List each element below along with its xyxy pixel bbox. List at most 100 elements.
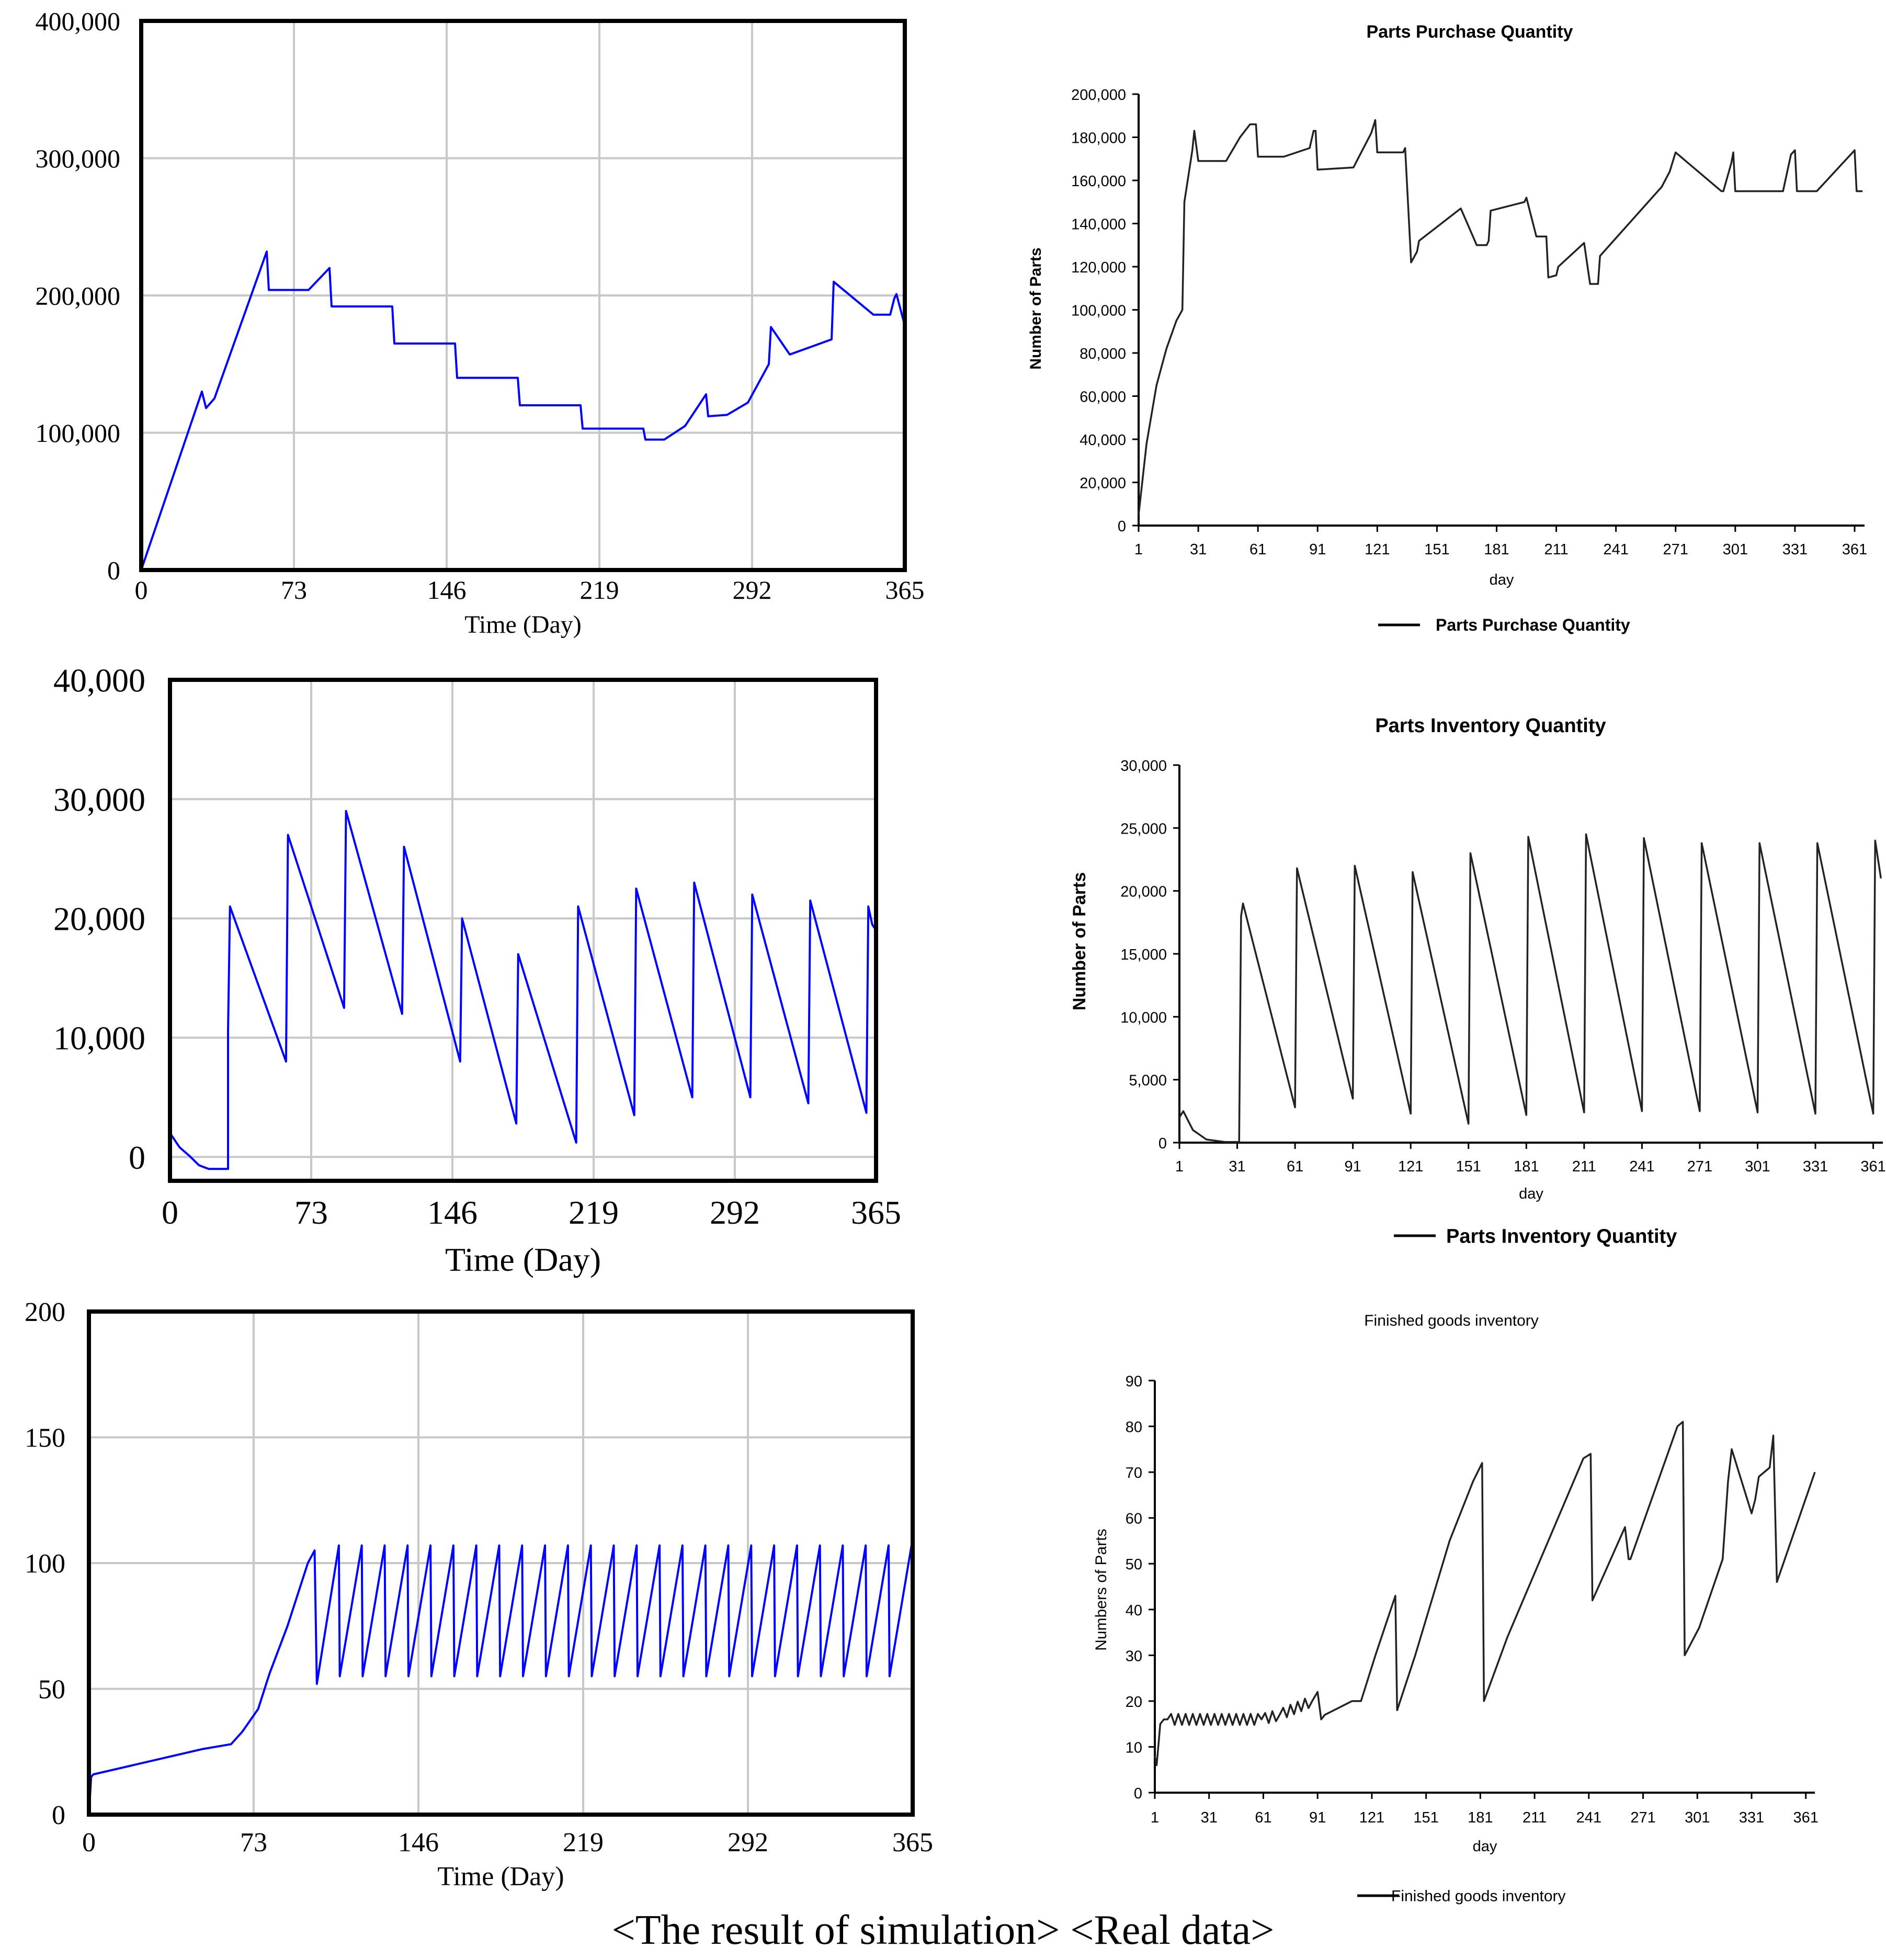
- chart-real-inventory: 0 5,000 10,000 15,000 20,000 25,000 30,000 1 31 6…: [1070, 715, 1886, 1247]
- x-tick-label: 331: [1782, 541, 1808, 558]
- plot-frame: [87, 1309, 915, 1817]
- x-tick-label: 146: [398, 1828, 439, 1858]
- x-tick-label: 241: [1629, 1158, 1654, 1175]
- x-axis-title: Time (Day): [464, 611, 582, 639]
- y-tick-label: 160,000: [1071, 173, 1126, 190]
- y-tick-label: 80: [1126, 1419, 1142, 1436]
- y-tick-label: 30: [1126, 1648, 1142, 1665]
- series-line: [169, 810, 877, 1170]
- y-tick-label: 300,000: [36, 144, 121, 173]
- series-line: [88, 1544, 914, 1815]
- x-tick-label: 365: [885, 575, 925, 605]
- x-tick-label: 0: [82, 1828, 96, 1858]
- legend-label: Parts Inventory Quantity: [1446, 1225, 1677, 1247]
- y-tick-label: 20: [1126, 1694, 1142, 1711]
- series-line: [1154, 1421, 1816, 1767]
- x-tick-label: 61: [1287, 1158, 1303, 1175]
- y-tick-label: 0: [1118, 518, 1126, 535]
- x-tick-label: 0: [162, 1194, 178, 1231]
- x-axis-title: Time (Day): [437, 1862, 564, 1891]
- y-tick-label: 100,000: [36, 418, 121, 448]
- y-tick-label: 0: [1134, 1785, 1142, 1802]
- x-tick-label: 1: [1134, 541, 1143, 558]
- x-axis-title: day: [1519, 1186, 1543, 1202]
- x-tick-label: 219: [563, 1828, 604, 1858]
- x-tick-label: 91: [1345, 1158, 1361, 1175]
- x-tick-label: 1: [1151, 1809, 1159, 1826]
- chart-title: Parts Inventory Quantity: [1375, 715, 1606, 737]
- y-tick-label: 10,000: [53, 1020, 145, 1057]
- y-tick-label: 60: [1126, 1511, 1142, 1528]
- y-tick-label: 30,000: [53, 781, 145, 818]
- x-tick-label: 151: [1413, 1809, 1438, 1826]
- y-tick-label: 25,000: [1120, 821, 1167, 837]
- chart-sim-purchase: 0 100,000 200,000 300,000 400,000 0 73 146 219 29…: [36, 7, 925, 639]
- y-tick-label: 80,000: [1080, 346, 1126, 362]
- y-tick-label: 70: [1126, 1465, 1142, 1482]
- chart-real-finished: 0 10 20 30 40 50 60 70 80 90 1 31 61 91 121 151 181 211 24…: [1093, 1312, 1819, 1905]
- y-tick-label: 15,000: [1120, 947, 1167, 963]
- x-tick-label: 219: [569, 1194, 619, 1231]
- x-tick-label: 301: [1745, 1158, 1770, 1175]
- x-tick-label: 91: [1309, 1809, 1326, 1826]
- y-tick-label: 140,000: [1071, 216, 1126, 233]
- x-tick-label: 151: [1424, 541, 1449, 558]
- x-tick-label: 211: [1523, 1809, 1547, 1826]
- x-tick-label: 301: [1685, 1809, 1710, 1826]
- x-tick-label: 0: [135, 575, 148, 605]
- x-tick-label: 181: [1484, 541, 1509, 558]
- y-tick-label: 180,000: [1071, 130, 1126, 147]
- y-tick-label: 90: [1126, 1373, 1142, 1390]
- x-tick-label: 146: [427, 1194, 478, 1231]
- y-tick-label: 0: [52, 1801, 65, 1830]
- x-tick-label: 271: [1663, 541, 1688, 558]
- x-tick-label: 211: [1544, 541, 1568, 558]
- y-tick-label: 10: [1126, 1739, 1142, 1756]
- x-tick-label: 151: [1456, 1158, 1481, 1175]
- y-tick-label: 150: [25, 1423, 65, 1453]
- x-tick-label: 331: [1739, 1809, 1764, 1826]
- x-tick-label: 365: [892, 1828, 933, 1858]
- x-tick-label: 73: [240, 1828, 267, 1858]
- x-tick-label: 31: [1190, 541, 1207, 558]
- y-tick-label: 40,000: [1080, 432, 1126, 449]
- y-tick-label: 0: [1158, 1135, 1167, 1152]
- y-tick-label: 120,000: [1071, 259, 1126, 276]
- x-tick-label: 146: [427, 575, 467, 605]
- y-tick-label: 40: [1126, 1602, 1142, 1619]
- y-tick-label: 40,000: [53, 662, 145, 699]
- y-tick-label: 0: [129, 1139, 145, 1176]
- series-line: [1138, 119, 1863, 515]
- x-tick-label: 181: [1468, 1809, 1493, 1826]
- x-tick-label: 365: [851, 1194, 901, 1231]
- y-tick-label: 60,000: [1080, 389, 1126, 406]
- x-tick-label: 361: [1842, 541, 1867, 558]
- y-tick-label: 200,000: [1071, 87, 1126, 104]
- x-tick-label: 331: [1803, 1158, 1828, 1175]
- x-tick-label: 271: [1687, 1158, 1712, 1175]
- x-tick-label: 121: [1359, 1809, 1384, 1826]
- y-tick-label: 10,000: [1120, 1009, 1167, 1026]
- y-tick-label: 5,000: [1129, 1073, 1167, 1089]
- x-tick-label: 121: [1398, 1158, 1423, 1175]
- x-tick-label: 121: [1365, 541, 1390, 558]
- y-tick-label: 50: [38, 1675, 65, 1705]
- chart-title: Parts Purchase Quantity: [1367, 22, 1573, 42]
- y-tick-label: 0: [107, 556, 120, 585]
- y-tick-label: 20,000: [53, 901, 145, 938]
- x-tick-label: 241: [1603, 541, 1628, 558]
- x-tick-label: 1: [1175, 1158, 1184, 1175]
- plot-frame: [168, 678, 878, 1183]
- x-tick-label: 361: [1860, 1158, 1885, 1175]
- x-tick-label: 91: [1309, 541, 1326, 558]
- x-axis-title: day: [1473, 1838, 1497, 1855]
- y-tick-label: 400,000: [36, 7, 121, 36]
- x-tick-label: 292: [728, 1828, 768, 1858]
- x-tick-label: 73: [281, 575, 307, 605]
- y-tick-label: 20,000: [1080, 475, 1126, 492]
- x-tick-label: 219: [580, 575, 619, 605]
- x-tick-label: 61: [1249, 541, 1266, 558]
- y-axis-title: Number of Parts: [1027, 247, 1044, 369]
- y-tick-label: 100,000: [1071, 303, 1126, 320]
